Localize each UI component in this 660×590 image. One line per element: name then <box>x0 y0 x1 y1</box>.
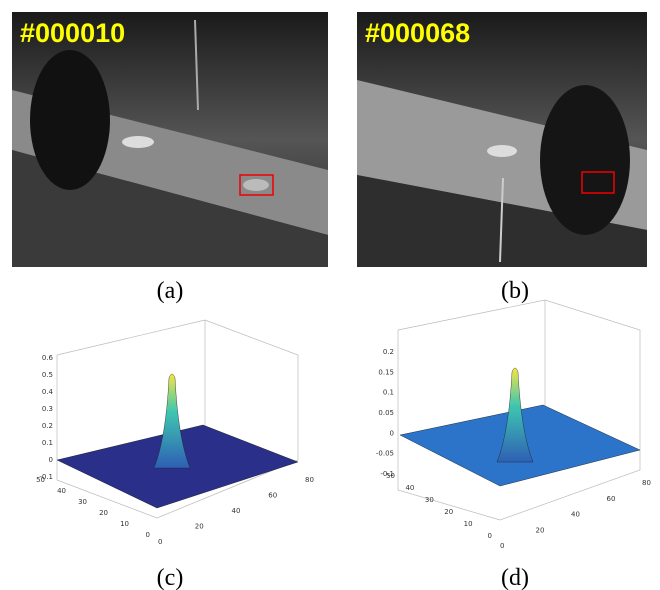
y-tick-label: 20 <box>99 509 108 517</box>
y-tick-label: 0 <box>146 531 150 539</box>
y-tick-label: 0 <box>488 532 492 540</box>
caption: (a) <box>157 278 184 304</box>
x-tick-label: 20 <box>195 523 204 531</box>
x-tick-label: 0 <box>158 538 162 546</box>
caption: (d) <box>501 565 529 590</box>
z-tick-label: 0.1 <box>383 389 394 397</box>
z-tick-label: 0.05 <box>378 409 394 417</box>
y-tick-label: 40 <box>57 487 66 495</box>
frame-number: #000010 <box>20 18 125 48</box>
z-tick-label: 0.3 <box>42 405 53 413</box>
thermal-image-b: #000068 <box>357 12 647 267</box>
x-tick-label: 20 <box>536 526 545 534</box>
z-tick-label: 0.4 <box>42 388 54 396</box>
y-tick-label: 40 <box>405 484 414 492</box>
z-tick-label: 0 <box>49 456 53 464</box>
surface-peak <box>153 373 191 469</box>
z-tick-label: 0 <box>390 429 394 437</box>
x-tick-label: 60 <box>607 495 616 503</box>
caption: (c) <box>157 565 184 590</box>
z-tick-label: 0.6 <box>42 354 54 362</box>
z-tick-label: 0.5 <box>42 371 53 379</box>
x-tick-label: 80 <box>305 476 314 484</box>
surface-peak <box>496 367 534 463</box>
y-tick-label: 10 <box>464 520 473 528</box>
y-tick-label: 20 <box>444 508 453 516</box>
y-tick-label: 30 <box>425 496 434 504</box>
x-tick-label: 40 <box>571 511 580 519</box>
y-tick-label: 10 <box>120 520 129 528</box>
z-tick-label: 0.1 <box>42 439 53 447</box>
z-tick-label: -0.1 <box>39 473 53 481</box>
z-tick-label: 0.2 <box>383 348 394 356</box>
x-tick-label: 60 <box>268 492 277 500</box>
z-tick-label: 0.15 <box>378 368 394 376</box>
y-tick-label: 50 <box>36 476 45 484</box>
x-tick-label: 80 <box>642 479 651 487</box>
thermal-image-a: #000010 <box>12 12 328 267</box>
x-tick-label: 40 <box>232 507 241 515</box>
caption: (b) <box>501 278 529 304</box>
frame-number: #000068 <box>365 18 470 48</box>
z-tick-label: -0.1 <box>380 470 394 478</box>
y-tick-label: 50 <box>386 472 395 480</box>
y-tick-label: 30 <box>78 498 87 506</box>
x-tick-label: 0 <box>500 542 504 550</box>
z-tick-label: 0.2 <box>42 422 53 430</box>
z-tick-label: -0.05 <box>376 450 394 458</box>
